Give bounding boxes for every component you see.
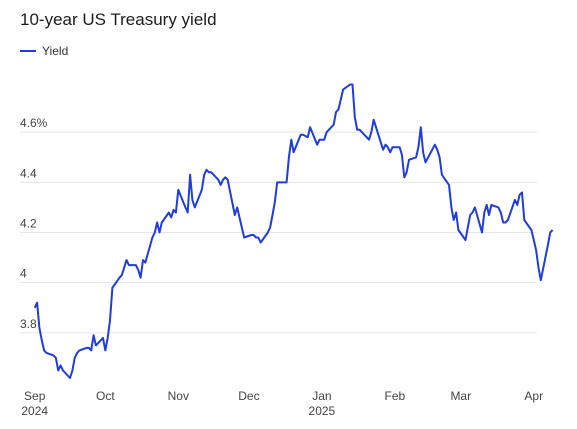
y-tick-label: 3.8 <box>20 317 37 331</box>
y-axis-ticks: 3.8 4 4.2 4.4 4.6% <box>20 116 48 331</box>
legend-swatch <box>20 50 36 52</box>
y-tick-label: 4.4 <box>20 166 37 180</box>
x-tick-label: Feb <box>385 389 406 403</box>
x-tick-label: Nov <box>168 389 189 403</box>
series-line-yield <box>33 83 554 379</box>
legend: Yield <box>20 44 68 58</box>
y-tick-label: 4.6% <box>20 116 48 130</box>
chart-title: 10-year US Treasury yield <box>20 10 217 29</box>
series-group <box>33 83 554 379</box>
x-tick-label: Apr <box>524 389 543 403</box>
x-tick-year-label: 2025 <box>309 404 336 418</box>
x-tick-label: Sep <box>24 389 46 403</box>
y-tick-label: 4.2 <box>20 217 37 231</box>
gridlines <box>20 131 537 334</box>
x-tick-year-label: 2024 <box>21 404 48 418</box>
x-tick-label: Jan <box>312 389 331 403</box>
x-tick-label: Dec <box>238 389 259 403</box>
x-tick-label: Oct <box>96 389 115 403</box>
y-tick-label: 4 <box>20 267 27 281</box>
x-tick-label: Mar <box>450 389 471 403</box>
legend-label: Yield <box>42 44 69 58</box>
